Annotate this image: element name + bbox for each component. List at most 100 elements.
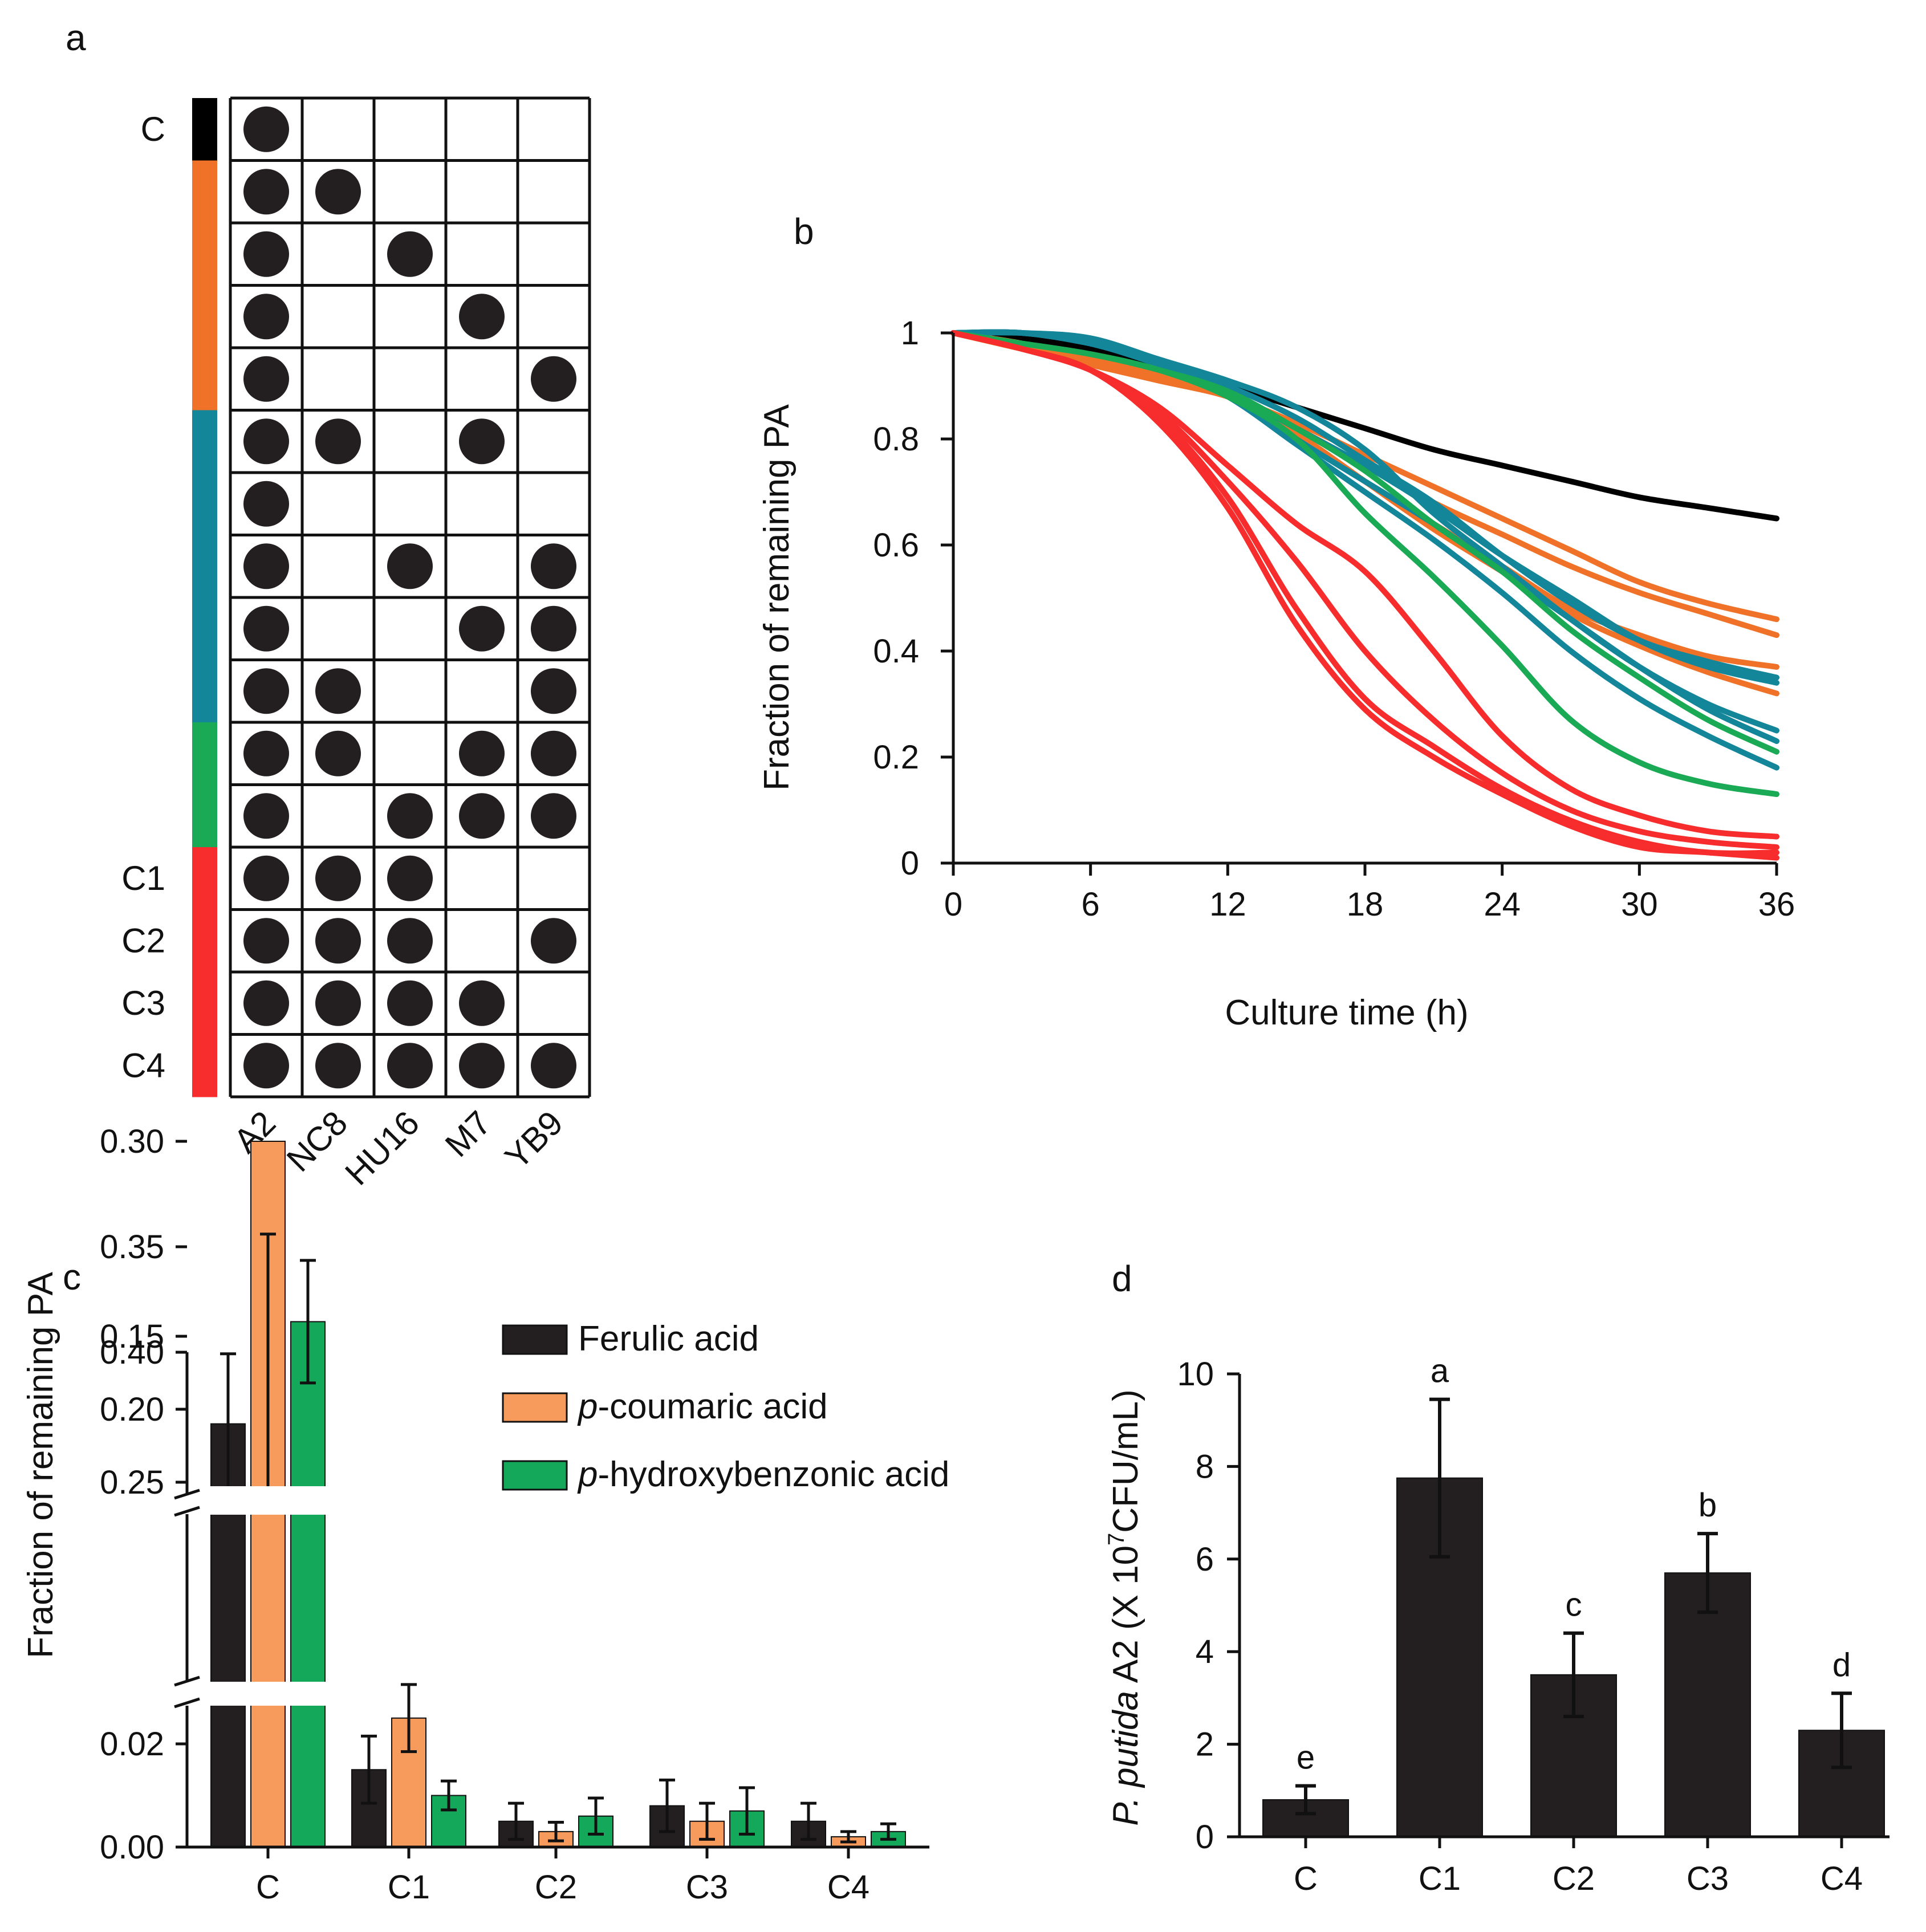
- panel-b-letter: b: [794, 211, 814, 252]
- presence-dot: [243, 231, 289, 277]
- panel-c-axes: 0.40 0.35 0.30 0.25 0.20 0.15 0.02 0.00 C C1 C2 C3 C…: [100, 1123, 929, 1906]
- group-bar-segment: [192, 223, 217, 286]
- row-label: C3: [121, 984, 165, 1022]
- presence-dot: [531, 1043, 576, 1089]
- presence-dot: [459, 294, 505, 340]
- row-label: C2: [121, 921, 165, 959]
- significance-letter: b: [1699, 1487, 1717, 1524]
- y-tick-label: 0.40: [100, 1334, 164, 1371]
- panel-d-letter: d: [1112, 1258, 1132, 1299]
- panel-d-bar-chart: e a c b d 0 2 4 6 8 10 C C1 C2 C3 C4 P. putida A2 (X 1…: [1104, 1353, 1890, 1897]
- break-mark: [174, 1675, 200, 1687]
- panel-c-letter: c: [63, 1256, 81, 1298]
- panel-c-y-title: Fraction of remaining PA: [21, 1272, 60, 1658]
- series-line-C3: [950, 330, 1779, 856]
- presence-dot: [531, 918, 576, 964]
- panel-b-x-title: Culture time (h): [1225, 993, 1468, 1032]
- presence-dot: [387, 1043, 433, 1089]
- presence-dot: [459, 418, 505, 465]
- presence-dot: [315, 668, 361, 714]
- series-line-orange-1: [950, 330, 1779, 623]
- presence-dot: [531, 605, 576, 652]
- y-tick-label: 0.8: [873, 421, 919, 458]
- series-line-C4: [950, 330, 1779, 861]
- panel-b-line-chart: 0 6 12 18 24 30 36 0 0.2 0.4 0.6 0.8 1 Culture time …: [757, 315, 1795, 1032]
- panel-d-y-title: P. putida A2 (X 107CFU/mL): [1104, 1389, 1145, 1825]
- series-line-green-1: [950, 330, 1779, 755]
- x-tick-label: C: [256, 1869, 280, 1906]
- presence-dot: [243, 356, 289, 402]
- y-tick-label: 0.25: [100, 1464, 164, 1501]
- group-bar-segment: [192, 597, 217, 660]
- y-tick-label: 0: [901, 845, 919, 882]
- y-tick-label: 10: [1177, 1356, 1214, 1393]
- panel-d-y-title-sup: 7: [1104, 1533, 1129, 1545]
- group-bar-segment: [192, 1034, 217, 1097]
- significance-letter: d: [1832, 1646, 1851, 1683]
- column-label: M7: [438, 1104, 498, 1164]
- group-bar-segment: [192, 972, 217, 1035]
- presence-dot: [387, 918, 433, 964]
- y-tick-label: 0.35: [100, 1229, 164, 1266]
- legend-entry-text: -coumaric acid: [598, 1387, 827, 1426]
- group-bar-segment: [192, 285, 217, 348]
- presence-dot: [243, 481, 289, 527]
- panel-b-y-title: Fraction of remaining PA: [757, 404, 797, 791]
- panel-d-y-title-rest: A2 (X 10: [1106, 1545, 1145, 1691]
- presence-dot: [315, 855, 361, 901]
- panel-b-series: [950, 329, 1779, 861]
- panel-c-bar-chart: 0.40 0.35 0.30 0.25 0.20 0.15 0.02 0.00 C C1 C2 C3 C…: [21, 1123, 949, 1906]
- panel-d-y-title-italic: P. putida: [1106, 1691, 1145, 1826]
- series-line-teal-5: [950, 329, 1779, 771]
- x-tick-label: C1: [1419, 1860, 1461, 1897]
- x-tick-label: C4: [1821, 1860, 1863, 1897]
- x-tick-label: C2: [1553, 1860, 1595, 1897]
- presence-dot: [243, 543, 289, 589]
- panel-d-ticks: 0 2 4 6 8 10 C C1 C2 C3 C4: [1177, 1356, 1863, 1897]
- group-bar-segment: [192, 473, 217, 535]
- presence-dot: [315, 169, 361, 215]
- significance-letter: c: [1566, 1587, 1582, 1624]
- y-tick-label: 8: [1196, 1448, 1214, 1485]
- presence-dot: [315, 980, 361, 1026]
- x-tick-label: 12: [1209, 886, 1246, 923]
- y-tick-label: 0.02: [100, 1726, 164, 1763]
- x-tick-label: 18: [1347, 886, 1384, 923]
- y-tick-label: 0.6: [873, 527, 919, 564]
- group-bar-segment: [192, 784, 217, 848]
- x-tick-label: C3: [1687, 1860, 1729, 1897]
- legend-entry-0: Ferulic acid: [578, 1319, 759, 1358]
- y-tick-label: 0.30: [100, 1123, 164, 1160]
- y-tick-label: 2: [1196, 1726, 1214, 1763]
- presence-dot: [243, 294, 289, 340]
- presence-dot: [531, 356, 576, 402]
- y-tick-label: 0.4: [873, 633, 919, 670]
- y-tick-label: 0.20: [100, 1391, 164, 1428]
- row-label: C4: [121, 1046, 165, 1084]
- series-line-teal-2: [950, 329, 1779, 686]
- legend-swatch-2: [502, 1460, 568, 1491]
- group-bar-segment: [192, 847, 217, 910]
- group-bar-segment: [192, 348, 217, 410]
- presence-dot: [531, 668, 576, 714]
- y-tick-label: 0.15: [100, 1318, 164, 1355]
- presence-dot: [315, 730, 361, 776]
- presence-dot: [315, 418, 361, 465]
- break-mark: [174, 1506, 200, 1517]
- presence-dot: [387, 543, 433, 589]
- presence-dot: [243, 106, 289, 152]
- column-label: HU16: [338, 1104, 426, 1193]
- series-line-teal-4: [950, 329, 1779, 745]
- group-bar-segment: [192, 722, 217, 785]
- break-mark: [174, 1697, 200, 1709]
- x-tick-label: 36: [1758, 886, 1795, 923]
- presence-dot: [243, 605, 289, 652]
- break-mark: [174, 1488, 200, 1500]
- group-bar-segment: [192, 410, 217, 473]
- presence-dot: [243, 980, 289, 1026]
- y-tick-label: 1: [901, 315, 919, 352]
- presence-dot: [459, 605, 505, 652]
- x-tick-label: 24: [1484, 886, 1521, 923]
